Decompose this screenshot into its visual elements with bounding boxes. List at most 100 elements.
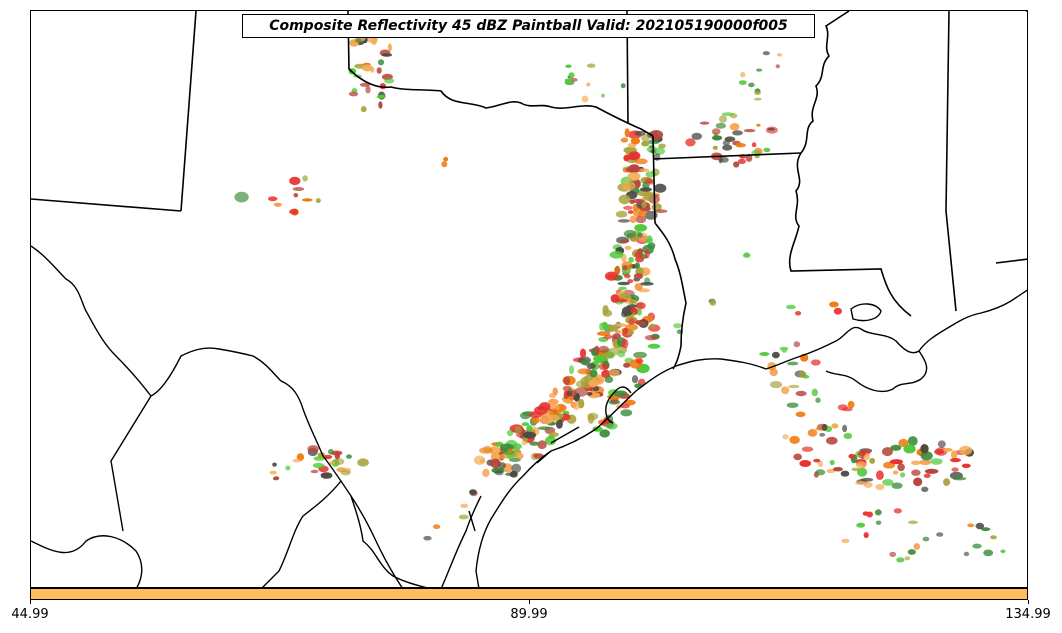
reflectivity-cell [743,129,756,133]
reflectivity-cell [951,467,959,472]
reflectivity-cell [599,429,610,438]
reflectivity-cell [494,470,504,476]
reflectivity-cell [890,444,902,451]
reflectivity-cell [615,210,628,218]
reflectivity-cell [699,121,710,125]
reflectivity-cell [882,479,894,486]
reflectivity-cell [593,355,607,363]
reflectivity-cell [631,375,639,384]
reflectivity-cell [320,472,333,479]
reflectivity-cell [691,132,703,140]
reflectivity-cell [598,363,609,371]
reflectivity-cell [623,362,631,368]
reflectivity-cell [829,301,839,308]
reflectivity-cell [594,345,600,354]
coast-barrier-island [468,426,580,532]
reflectivity-cell [365,85,371,94]
reflectivity-cell [776,53,783,57]
reflectivity-cell [292,187,305,191]
reflectivity-cell [874,509,882,516]
reflectivity-cell [711,128,721,135]
reflectivity-cell [620,239,630,243]
reflectivity-cell [371,37,377,45]
reflectivity-cell [733,161,740,168]
reflectivity-cell [334,451,341,460]
reflectivity-cell [754,91,761,95]
reflectivity-cell [635,320,646,326]
reflectivity-cell [572,402,581,410]
coast-lake-pontchartrain [850,303,882,322]
reflectivity-cell [636,308,642,316]
reflectivity-cell [793,341,801,348]
reflectivity-cell [685,138,696,147]
border-mx-interior-1 [31,535,143,587]
reflectivity-cell [863,481,873,488]
coast-galveston-bay [605,386,632,424]
reflectivity-cell [376,67,382,74]
reflectivity-cell [577,368,591,375]
reflectivity-cell [482,468,490,477]
reflectivity-cell [975,522,985,530]
reflectivity-cell [950,458,961,463]
reflectivity-cell [863,532,869,539]
reflectivity-cell [795,411,806,418]
reflectivity-cell [654,183,667,193]
reflectivity-cell [923,473,931,479]
reflectivity-cell [357,458,369,467]
border-fl-al [995,258,1027,264]
reflectivity-cell [272,462,277,467]
colorbar-tick-label: 89.99 [510,607,548,622]
reflectivity-cell [634,224,647,232]
reflectivity-cell [508,458,521,462]
reflectivity-cell [815,469,826,476]
reflectivity-cell [913,543,921,550]
reflectivity-cell [634,262,640,269]
reflectivity-cell [601,321,608,329]
reflectivity-cell [624,245,632,250]
reflectivity-cell [718,115,728,123]
reflectivity-cell [307,445,319,453]
reflectivity-cell [601,93,605,98]
reflectivity-cell [729,123,740,131]
reflectivity-cell [498,462,506,469]
reflectivity-cell [234,191,249,203]
reflectivity-cell [819,432,826,437]
reflectivity-cell [630,137,641,145]
reflectivity-cell [340,469,351,476]
reflectivity-cell [618,194,631,205]
reflectivity-cell [847,400,855,409]
border-red-river [347,11,654,137]
reflectivity-cell [907,436,918,446]
reflectivity-cell [631,198,645,204]
reflectivity-cell [586,82,591,87]
reflectivity-cell [469,489,477,495]
colorbar-tick-label: 44.99 [11,607,49,622]
reflectivity-cell [521,422,530,426]
reflectivity-cell [627,279,634,284]
reflectivity-cell [826,436,838,445]
reflectivity-cell [533,453,544,459]
reflectivity-cell [562,397,570,404]
reflectivity-cell [621,338,629,349]
reflectivity-cell [609,251,624,259]
reflectivity-cell [763,147,771,153]
reflectivity-cell [911,460,921,466]
border-ms-al [945,11,957,312]
reflectivity-cell [568,365,575,375]
reflectivity-cell [376,94,386,99]
reflectivity-cell [782,434,789,440]
paintball-reflectivity-layer [234,33,1006,563]
coast-louisiana-bayou [825,350,928,393]
colorbar-tick-label: 134.99 [1005,607,1051,622]
reflectivity-cell [360,106,367,113]
reflectivity-cell [629,299,638,305]
reflectivity-cell [635,256,644,263]
reflectivity-cell [936,532,944,537]
reflectivity-cell [762,51,770,56]
reflectivity-cell [607,347,621,356]
reflectivity-cell [618,286,627,291]
reflectivity-cell [387,43,392,52]
map-frame[interactable] [30,10,1028,588]
reflectivity-cell [842,407,853,412]
reflectivity-cell [623,327,628,335]
